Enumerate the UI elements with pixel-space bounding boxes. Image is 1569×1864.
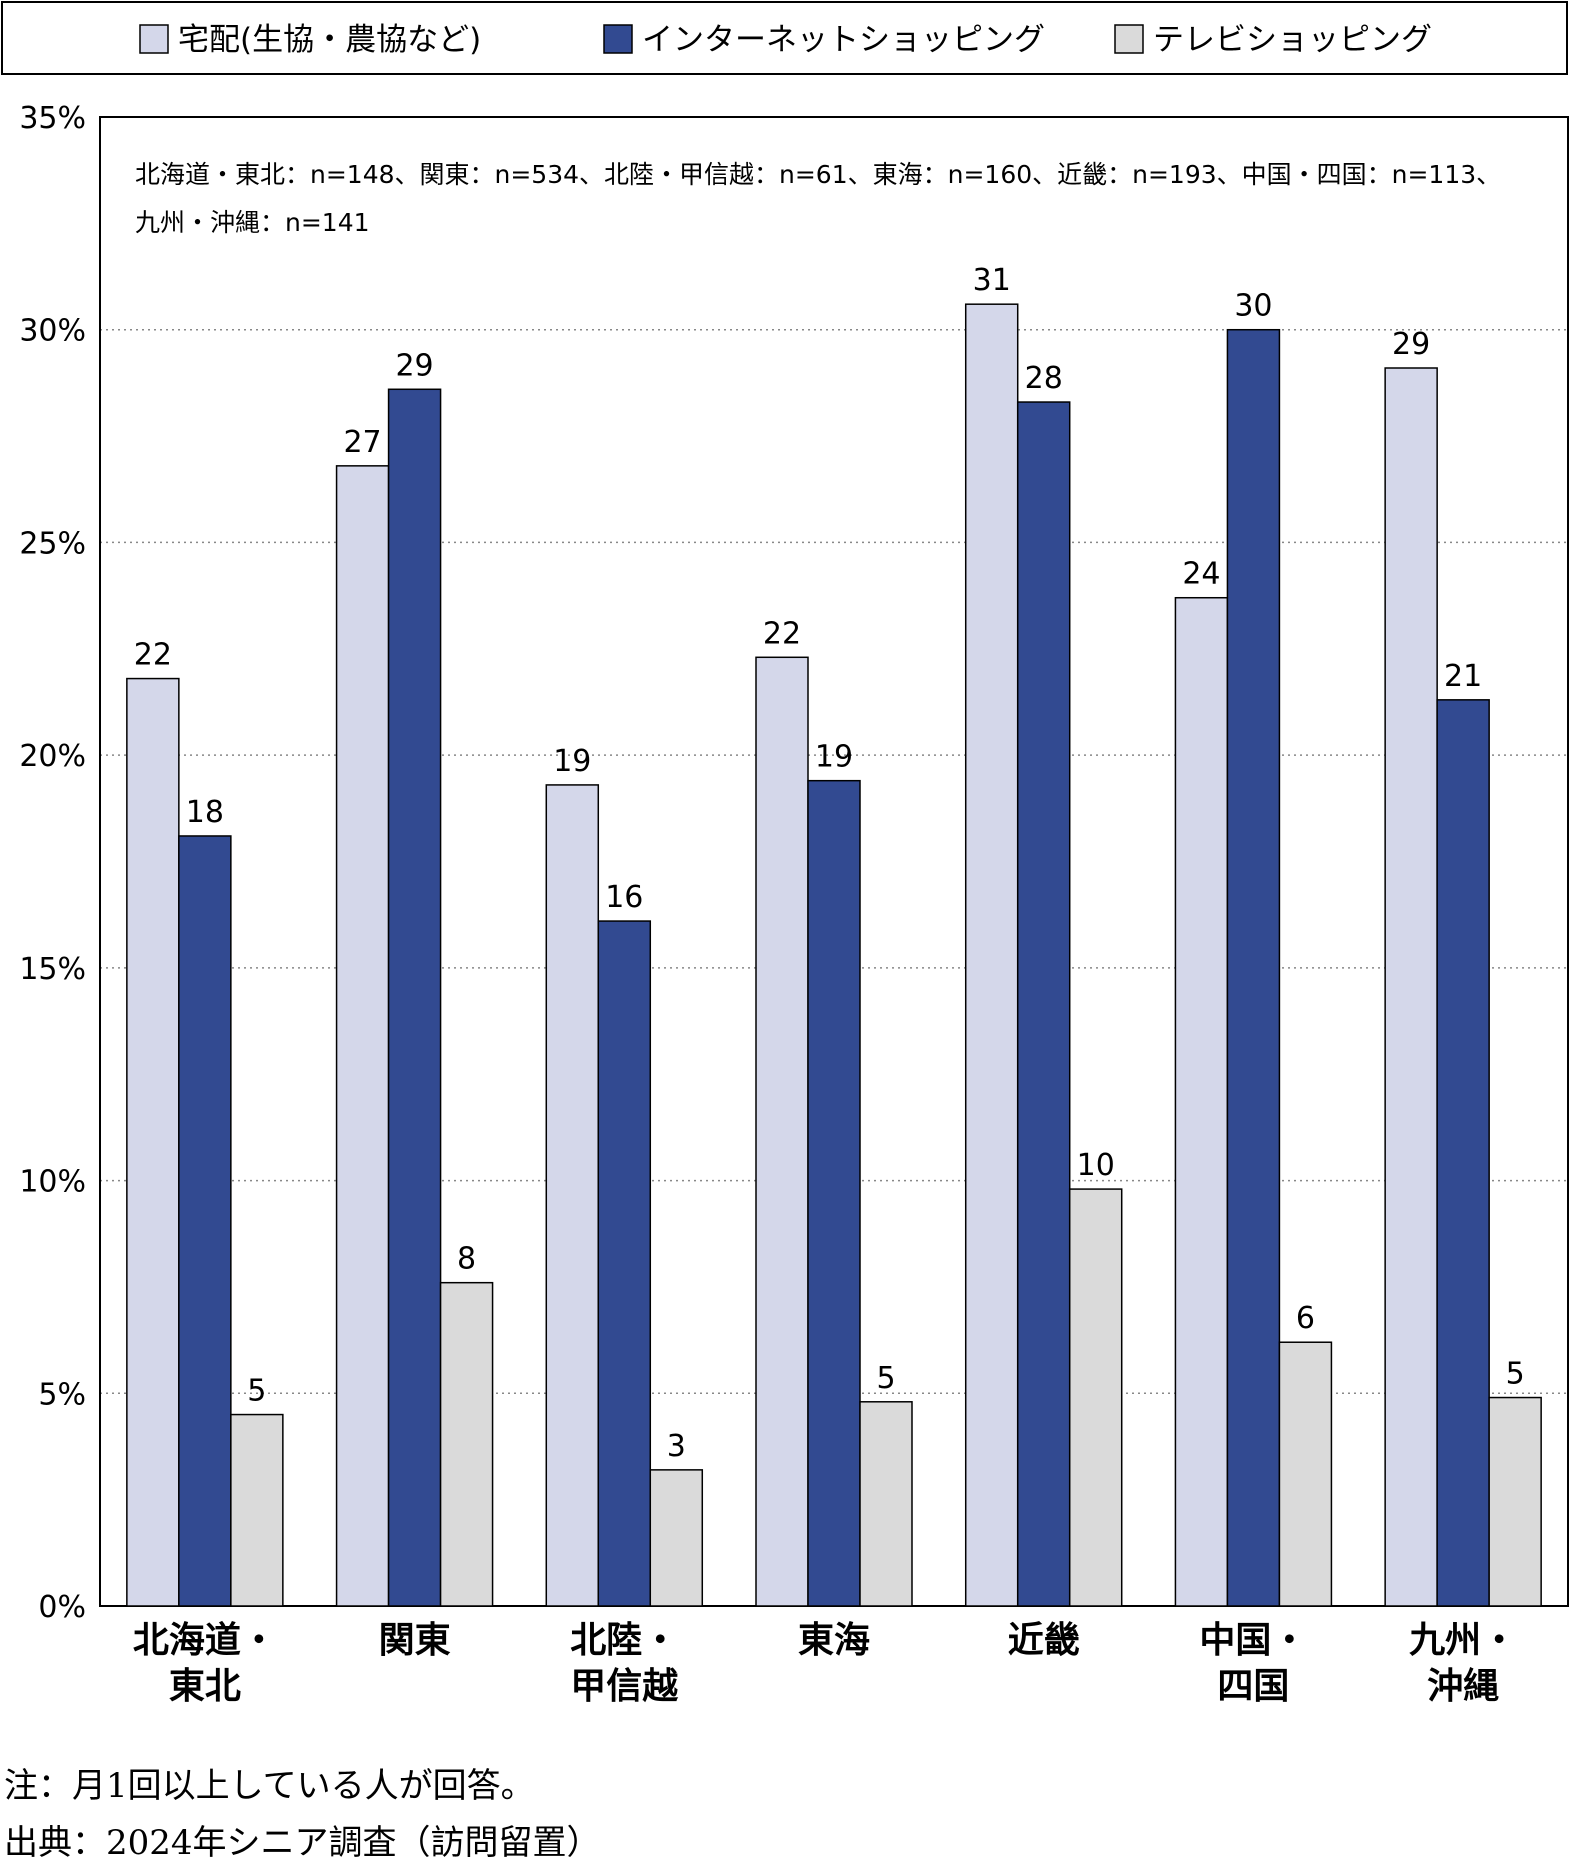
value-label: 22 xyxy=(134,638,172,673)
bar xyxy=(755,656,809,1607)
bar xyxy=(1384,367,1438,1607)
value-labels: 22 18 5 27 29 8 19 16 3 22 19 5 31 28 10 24 30 6 29 21 5 xyxy=(134,263,1525,1464)
x-tick-label: 沖縄 xyxy=(1427,1666,1499,1707)
value-label: 30 xyxy=(1234,289,1272,324)
x-tick-label: 東北 xyxy=(169,1666,241,1707)
bar xyxy=(1278,1341,1333,1607)
y-tick-label: 10% xyxy=(19,1165,86,1200)
x-tick-label: 関東 xyxy=(379,1620,451,1661)
bar xyxy=(649,1469,704,1607)
value-label: 21 xyxy=(1444,659,1482,694)
bar xyxy=(545,784,600,1607)
bar xyxy=(439,1281,494,1607)
bar xyxy=(859,1401,913,1607)
bars xyxy=(126,303,1542,1607)
bar xyxy=(597,920,652,1607)
legend: 宅配(生協・農協など) インターネットショッピング テレビショッピング xyxy=(139,22,1432,58)
x-tick-label: 東海 xyxy=(798,1620,870,1661)
x-tick-label: 北陸・ xyxy=(570,1620,678,1661)
footer-source: 出典：2024年シニア調査（訪問留置） xyxy=(4,1823,601,1863)
bar xyxy=(1226,328,1281,1607)
x-tick-label: 近畿 xyxy=(1008,1620,1080,1661)
annotation-line: 北海道・東北：n=148、関東：n=534、北陸・甲信越：n=61、東海：n=1… xyxy=(135,160,1501,189)
value-label: 19 xyxy=(815,740,853,775)
x-tick-label: 甲信越 xyxy=(570,1666,679,1707)
bar xyxy=(1174,596,1229,1607)
value-label: 5 xyxy=(1506,1357,1525,1392)
bar xyxy=(1488,1396,1542,1607)
bar xyxy=(807,779,861,1607)
bar xyxy=(964,303,1019,1607)
x-tick-label: 九州・ xyxy=(1409,1620,1517,1661)
legend-label: テレビショッピング xyxy=(1153,22,1432,58)
value-label: 29 xyxy=(395,348,433,383)
bar xyxy=(387,388,442,1607)
y-tick-label: 35% xyxy=(19,101,86,136)
y-tick-label: 25% xyxy=(19,526,86,561)
value-label: 10 xyxy=(1077,1148,1115,1183)
value-label: 29 xyxy=(1392,327,1430,362)
bar xyxy=(335,465,390,1607)
value-label: 27 xyxy=(343,425,381,460)
bar xyxy=(1068,1188,1123,1607)
value-label: 8 xyxy=(457,1242,476,1277)
legend-label: 宅配(生協・農協など) xyxy=(178,22,481,58)
y-tick-label: 30% xyxy=(19,314,86,349)
x-tick-label: 北海道・ xyxy=(133,1620,277,1661)
legend-swatch xyxy=(1114,24,1144,54)
bar xyxy=(1436,699,1490,1607)
annotation-line: 九州・沖縄：n=141 xyxy=(135,208,370,237)
y-tick-label: 0% xyxy=(38,1590,86,1625)
y-tick-label: 15% xyxy=(19,952,86,987)
bar xyxy=(230,1413,284,1607)
x-axis: 北海道・東北 関東 北陸・甲信越 東海 近畿 中国・四国 九州・沖縄 xyxy=(133,1620,1517,1707)
value-label: 31 xyxy=(973,263,1011,298)
y-tick-label: 5% xyxy=(38,1377,86,1412)
value-label: 24 xyxy=(1182,557,1220,592)
x-tick-label: 四国 xyxy=(1217,1666,1289,1707)
bar xyxy=(178,835,232,1607)
legend-label: インターネットショッピング xyxy=(642,22,1045,58)
value-label: 22 xyxy=(763,616,801,651)
legend-box xyxy=(1,1,1568,75)
x-tick-label: 中国・ xyxy=(1199,1620,1307,1661)
value-label: 16 xyxy=(605,880,643,915)
y-tick-label: 20% xyxy=(19,739,86,774)
sample-size-annotation: 北海道・東北：n=148、関東：n=534、北陸・甲信越：n=61、東海：n=1… xyxy=(135,160,1501,237)
legend-swatch xyxy=(139,24,169,54)
bar xyxy=(1016,401,1071,1607)
value-label: 3 xyxy=(667,1429,686,1464)
y-axis: 0% 5% 10% 15% 20% 25% 30% 35% xyxy=(19,101,86,1625)
value-label: 18 xyxy=(186,795,224,830)
legend-swatch xyxy=(603,24,633,54)
value-label: 19 xyxy=(553,744,591,779)
value-label: 28 xyxy=(1025,361,1063,396)
bar xyxy=(126,677,180,1607)
value-label: 5 xyxy=(876,1361,895,1396)
footer-note: 注：月1回以上している人が回答。 xyxy=(4,1766,535,1806)
value-label: 5 xyxy=(247,1374,266,1409)
value-label: 6 xyxy=(1296,1301,1315,1336)
